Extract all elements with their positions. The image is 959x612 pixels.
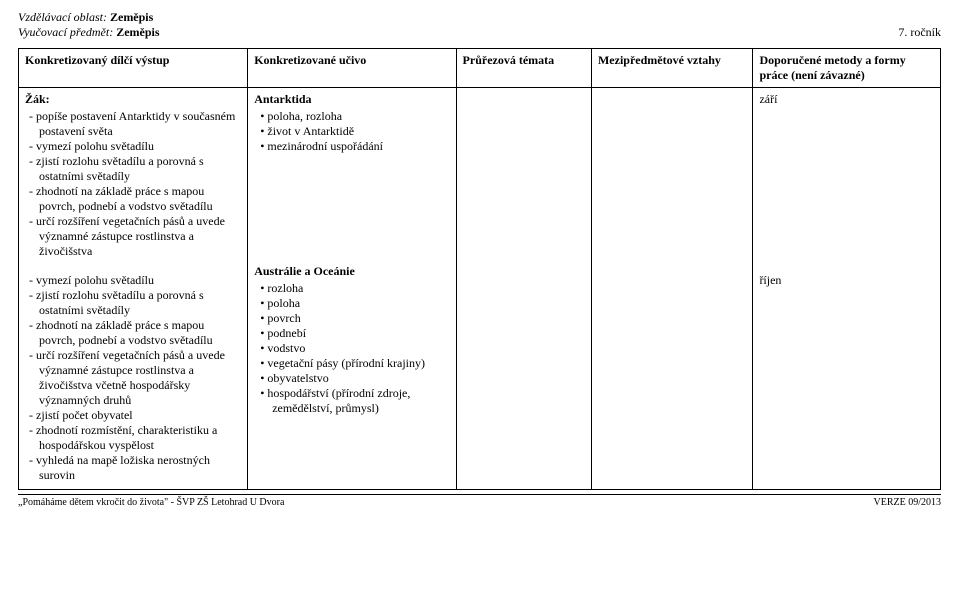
bullets-list-2: rozloha poloha povrch podnebí vodstvo ve… [254, 281, 449, 416]
outcomes-list-1: popíše postavení Antarktidy v současném … [25, 109, 241, 259]
list-item: mezinárodní uspořádání [254, 139, 449, 154]
list-item: zjistí počet obyvatel [25, 408, 241, 423]
list-item: zjistí rozlohu světadílu a porovná s ost… [25, 154, 241, 184]
topic-1: Antarktida [254, 92, 449, 107]
col-methods: Doporučené metody a formy práce (není zá… [753, 49, 941, 88]
cell-intersubject [591, 88, 752, 490]
col-crosscutting: Průřezová témata [456, 49, 591, 88]
cell-methods: září říjen [753, 88, 941, 490]
area-value: Zeměpis [110, 10, 153, 24]
list-item: život v Antarktidě [254, 124, 449, 139]
cell-outcomes: Žák: popíše postavení Antarktidy v souča… [19, 88, 248, 490]
list-item: zhodnotí na základě práce s mapou povrch… [25, 184, 241, 214]
area-label: Vzdělávací oblast: [18, 10, 107, 24]
list-item: zhodnotí rozmístění, charakteristiku a h… [25, 423, 241, 453]
subject-value: Zeměpis [116, 25, 159, 39]
month-2: říjen [759, 273, 934, 288]
list-item: vymezí polohu světadílu [25, 273, 241, 288]
list-item: rozloha [254, 281, 449, 296]
col-outcome: Konkretizovaný dílčí výstup [19, 49, 248, 88]
month-1: září [759, 92, 934, 107]
list-item: poloha [254, 296, 449, 311]
list-item: poloha, rozloha [254, 109, 449, 124]
cell-curriculum: Antarktida poloha, rozloha život v Antar… [248, 88, 456, 490]
list-item: určí rozšíření vegetačních pásů a uvede … [25, 348, 241, 408]
curriculum-table: Konkretizovaný dílčí výstup Konkretizova… [18, 48, 941, 490]
list-item: vymezí polohu světadílu [25, 139, 241, 154]
list-item: hospodářství (přírodní zdroje, zemědělst… [254, 386, 449, 416]
list-item: obyvatelstvo [254, 371, 449, 386]
header-subject: Vyučovací předmět: Zeměpis [18, 25, 160, 40]
list-item: vodstvo [254, 341, 449, 356]
list-item: zhodnotí na základě práce s mapou povrch… [25, 318, 241, 348]
grade-label: 7. ročník [898, 25, 941, 40]
header-area: Vzdělávací oblast: Zeměpis [18, 10, 941, 25]
table-header-row: Konkretizovaný dílčí výstup Konkretizova… [19, 49, 941, 88]
page-footer: „Pomáháme dětem vkročit do života" - ŠVP… [18, 494, 941, 508]
list-item: povrch [254, 311, 449, 326]
cell-crosscutting [456, 88, 591, 490]
bullets-list-1: poloha, rozloha život v Antarktidě mezin… [254, 109, 449, 154]
list-item: podnebí [254, 326, 449, 341]
outcomes-list-2: vymezí polohu světadílu zjistí rozlohu s… [25, 273, 241, 483]
list-item: popíše postavení Antarktidy v současném … [25, 109, 241, 139]
list-item: zjistí rozlohu světadílu a porovná s ost… [25, 288, 241, 318]
list-item: vegetační pásy (přírodní krajiny) [254, 356, 449, 371]
col-intersubject: Mezipředmětové vztahy [591, 49, 752, 88]
list-item: vyhledá na mapě ložiska nerostných surov… [25, 453, 241, 483]
pupil-label: Žák: [25, 92, 241, 107]
table-row: Žák: popíše postavení Antarktidy v souča… [19, 88, 941, 490]
footer-right: VERZE 09/2013 [874, 497, 942, 508]
footer-left: „Pomáháme dětem vkročit do života" - ŠVP… [18, 497, 284, 508]
col-curriculum: Konkretizované učivo [248, 49, 456, 88]
list-item: určí rozšíření vegetačních pásů a uvede … [25, 214, 241, 259]
subject-label: Vyučovací předmět: [18, 25, 113, 39]
topic-2: Austrálie a Oceánie [254, 264, 449, 279]
